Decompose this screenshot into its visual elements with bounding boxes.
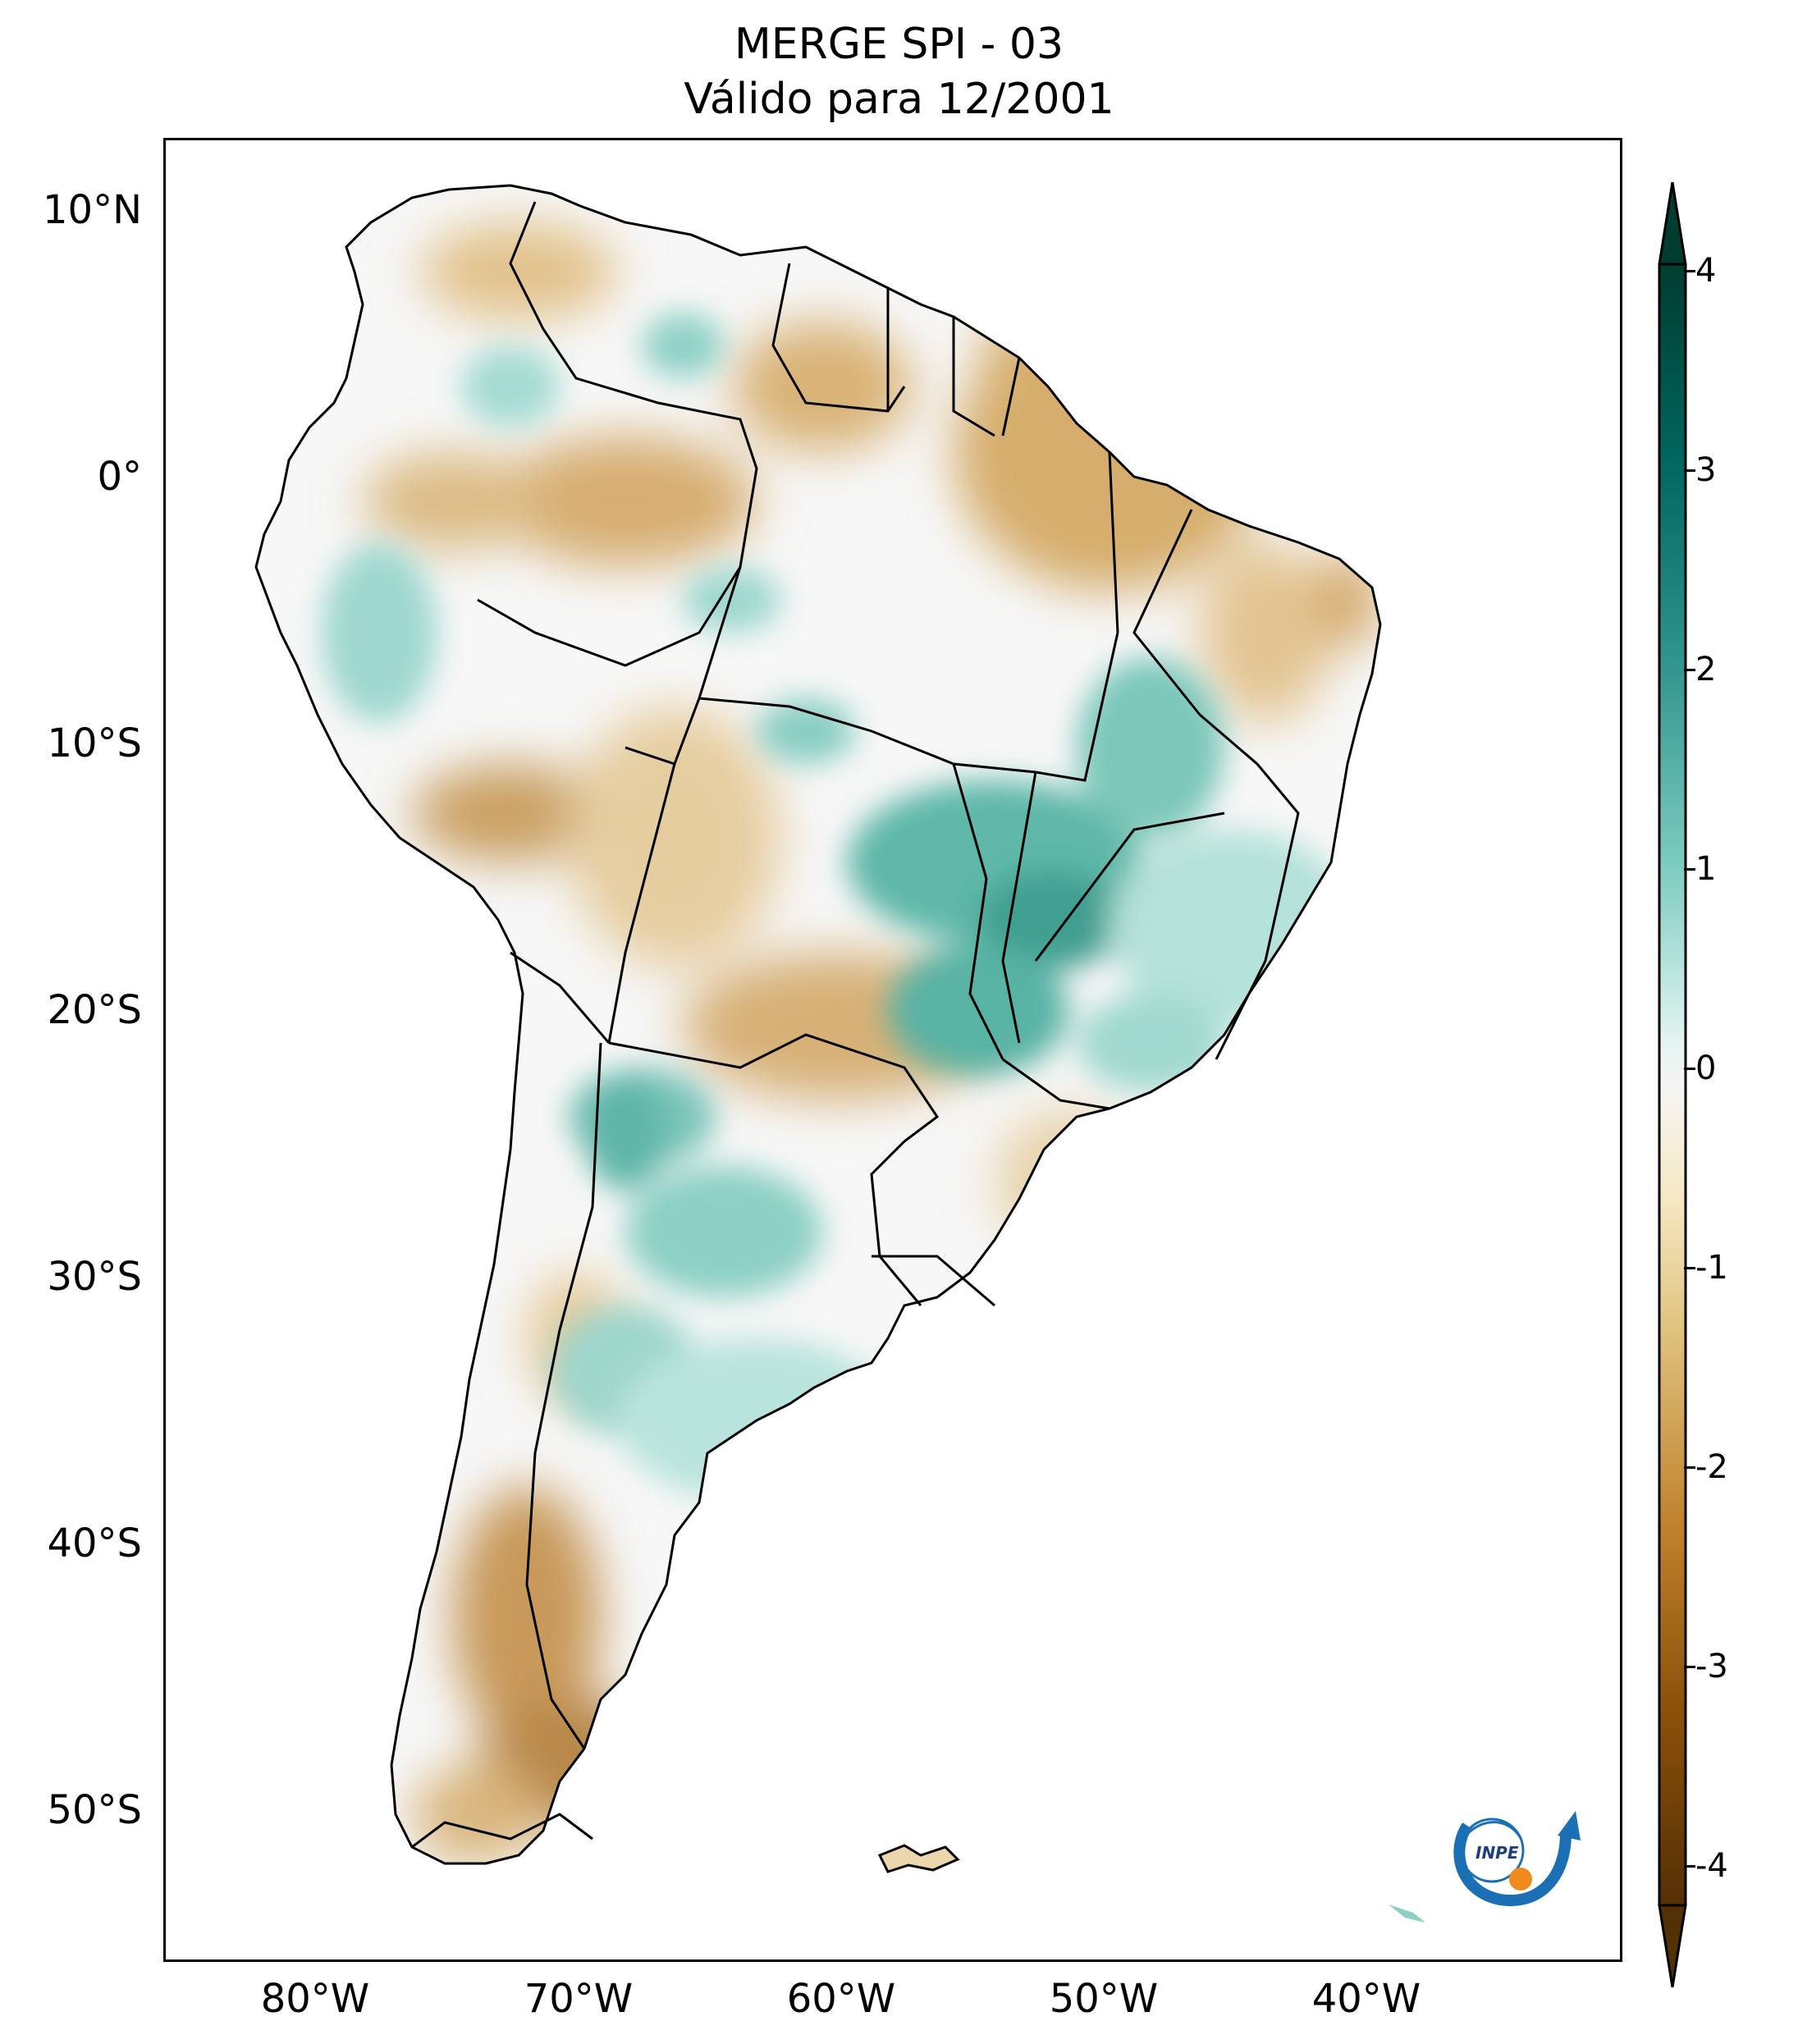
colorbar-tick-label: -3	[1695, 1648, 1728, 1685]
inpe-logo: INPE	[1453, 1811, 1581, 1907]
logo-text: INPE	[1475, 1843, 1519, 1863]
country-borders	[411, 201, 1300, 1849]
colorbar-tickmark	[1684, 1466, 1695, 1469]
colorbar-tick-label: 3	[1695, 451, 1717, 489]
lat-label-30s: 30°S	[47, 1254, 142, 1300]
lat-label-50s: 50°S	[47, 1787, 142, 1833]
colorbar-tickmark	[1684, 669, 1695, 671]
lon-label-70w: 70°W	[524, 1976, 634, 2022]
lat-label-20s: 20°S	[47, 987, 142, 1033]
lat-label-40s: 40°S	[47, 1520, 142, 1566]
colorbar-tick-label: -1	[1695, 1249, 1728, 1287]
colorbar-tickmark	[1684, 1068, 1695, 1070]
colorbar-tickmark	[1684, 270, 1695, 272]
colorbar-tickmark	[1684, 1865, 1695, 1868]
map-svg	[166, 140, 1620, 1959]
lat-label-10n: 10°N	[43, 187, 142, 233]
lat-label-10s: 10°S	[47, 720, 142, 766]
colorbar-tickmark	[1684, 469, 1695, 472]
colorbar-tick-label: 1	[1695, 850, 1717, 888]
colorbar	[1658, 182, 1687, 1987]
lon-label-80w: 80°W	[260, 1976, 370, 2022]
colorbar-tick-label: 2	[1695, 651, 1717, 688]
colorbar-tick-label: 0	[1695, 1049, 1717, 1087]
lon-label-60w: 60°W	[786, 1976, 896, 2022]
colorbar-tick-label: 4	[1695, 252, 1717, 290]
lon-label-40w: 40°W	[1311, 1976, 1421, 2022]
lat-label-0: 0°	[97, 454, 142, 500]
map-title: MERGE SPI - 03	[734, 20, 1064, 69]
colorbar-tickmark	[1684, 1267, 1695, 1269]
map-panel	[163, 138, 1622, 1962]
lon-label-50w: 50°W	[1049, 1976, 1159, 2022]
colorbar-tickmark	[1684, 868, 1695, 871]
colorbar-tick-label: -4	[1695, 1847, 1728, 1885]
colorbar-tickmark	[1684, 1666, 1695, 1668]
map-subtitle: Válido para 12/2001	[684, 75, 1114, 124]
colorbar-tick-label: -2	[1695, 1448, 1728, 1486]
